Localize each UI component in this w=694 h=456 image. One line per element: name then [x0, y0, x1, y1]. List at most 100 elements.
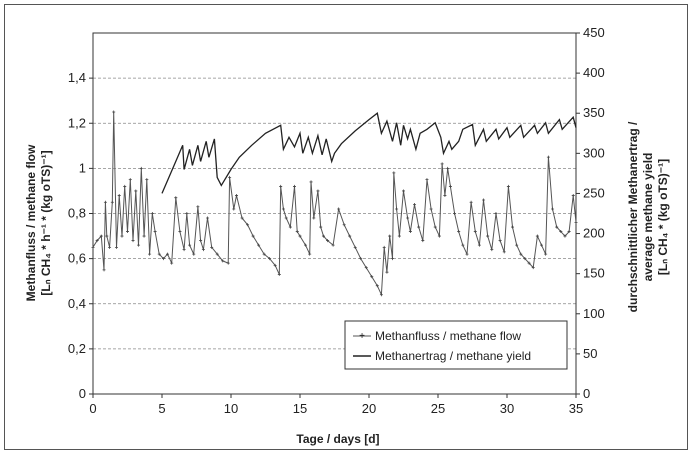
x-tick-label: 5: [158, 401, 165, 416]
data-point-methane-flow: [446, 166, 450, 170]
data-point-methane-flow: [161, 257, 165, 261]
y-right-tick-label: 100: [583, 306, 605, 321]
data-point-methane-flow: [555, 225, 559, 229]
left-axis-title: Methanfluss / methane flow [Lₙ CH₄ * h⁻¹…: [24, 144, 53, 301]
data-point-methane-flow: [379, 293, 383, 297]
data-point-methane-flow: [406, 216, 410, 220]
data-point-methane-flow: [196, 205, 200, 209]
x-tick-label: 20: [362, 401, 376, 416]
data-point-methane-flow: [232, 207, 236, 211]
data-point-methane-flow: [182, 248, 186, 252]
data-point-methane-flow: [486, 234, 490, 238]
data-point-methane-flow: [535, 234, 539, 238]
data-point-methane-flow: [477, 243, 481, 247]
data-point-methane-flow: [228, 175, 232, 179]
x-axis-title: Tage / days [d]: [296, 432, 379, 446]
y-right-tick-label: 450: [583, 25, 605, 40]
data-point-methane-flow: [392, 171, 396, 175]
data-point-methane-flow: [540, 243, 543, 247]
data-point-methane-flow: [375, 284, 379, 288]
left-axis-title-line2: [Lₙ CH₄ * h⁻¹ * (kg oTS)⁻¹]: [39, 150, 53, 295]
data-point-methane-flow: [440, 162, 444, 166]
data-point-methane-flow: [166, 252, 170, 256]
data-point-methane-flow: [131, 239, 135, 243]
data-point-methane-flow: [309, 180, 313, 184]
data-point-methane-flow: [298, 234, 302, 238]
data-point-methane-flow: [304, 243, 308, 247]
legend-marker-methane-flow: +: [359, 331, 365, 342]
data-point-methane-flow: [126, 230, 129, 234]
data-point-methane-flow: [364, 266, 368, 270]
data-point-methane-flow: [448, 184, 452, 188]
series-line-methane-flow: [92, 111, 577, 295]
data-point-methane-flow: [170, 261, 174, 265]
y-left-tick-label: 0,2: [68, 341, 86, 356]
data-point-methane-flow: [326, 239, 330, 243]
legend-label-methane-yield: Methanertrag / methane yield: [375, 349, 531, 363]
data-point-methane-flow: [114, 245, 118, 249]
y-right-tick-label: 400: [583, 65, 605, 80]
data-point-methane-flow: [490, 248, 494, 252]
data-point-methane-flow: [348, 234, 352, 238]
data-point-methane-flow: [469, 200, 473, 204]
y-left-tick-label: 1,4: [68, 70, 86, 85]
data-point-methane-flow: [571, 193, 575, 197]
data-point-methane-flow: [201, 248, 205, 252]
series-line-methane-yield: [161, 112, 577, 194]
x-tick-label: 35: [569, 401, 583, 416]
data-point-methane-flow: [502, 250, 506, 254]
data-point-methane-flow: [331, 243, 335, 247]
data-point-methane-flow: [321, 234, 325, 238]
tick-labels: 00,20,40,60,811,21,405010015020025030035…: [68, 25, 605, 416]
data-point-methane-flow: [453, 212, 457, 215]
x-tick-label: 0: [89, 401, 96, 416]
data-point-methane-flow: [91, 245, 95, 249]
data-point-methane-flow: [443, 193, 447, 197]
data-point-methane-flow: [108, 245, 112, 249]
data-point-methane-flow: [457, 230, 461, 234]
data-point-methane-flow: [316, 189, 320, 193]
data-point-methane-flow: [235, 193, 239, 197]
y-right-tick-label: 0: [583, 386, 590, 401]
data-series: [91, 110, 578, 297]
data-point-methane-flow: [226, 261, 230, 265]
data-point-methane-flow: [150, 212, 154, 215]
y-right-tick-label: 50: [583, 346, 597, 361]
data-point-methane-flow: [523, 257, 527, 261]
data-point-methane-flow: [421, 239, 425, 243]
data-point-methane-flow: [402, 189, 405, 193]
data-point-methane-flow: [268, 257, 272, 261]
y-left-tick-label: 0: [79, 386, 86, 401]
data-point-methane-flow: [337, 207, 341, 211]
data-point-methane-flow: [188, 243, 192, 247]
data-point-methane-flow: [277, 272, 281, 276]
data-point-methane-flow: [567, 230, 571, 234]
y-right-tick-label: 300: [583, 145, 605, 160]
data-point-methane-flow: [215, 252, 219, 256]
data-point-methane-flow: [95, 239, 99, 243]
data-point-methane-flow: [178, 230, 182, 234]
data-point-methane-flow: [511, 225, 515, 229]
x-tick-label: 10: [224, 401, 238, 416]
data-point-methane-flow: [319, 225, 323, 229]
x-tick-label: 25: [431, 401, 445, 416]
data-point-methane-flow: [123, 184, 127, 188]
data-point-methane-flow: [103, 200, 107, 204]
y-right-tick-label: 250: [583, 185, 605, 200]
y-right-tick-label: 200: [583, 226, 605, 241]
data-point-methane-flow: [210, 245, 214, 249]
data-point-methane-flow: [295, 230, 299, 234]
data-point-methane-flow: [221, 259, 225, 263]
y-left-tick-label: 0,4: [68, 296, 86, 311]
data-point-methane-flow: [284, 216, 288, 220]
data-point-methane-flow: [382, 245, 386, 249]
data-point-methane-flow: [359, 257, 363, 261]
data-point-methane-flow: [515, 243, 519, 247]
y-left-tick-label: 0,6: [68, 251, 86, 266]
data-point-methane-flow: [192, 252, 196, 256]
data-point-methane-flow: [465, 252, 469, 256]
data-point-methane-flow: [544, 252, 548, 256]
data-point-methane-flow: [482, 198, 486, 202]
data-point-methane-flow: [390, 257, 394, 261]
data-point-methane-flow: [395, 207, 399, 211]
